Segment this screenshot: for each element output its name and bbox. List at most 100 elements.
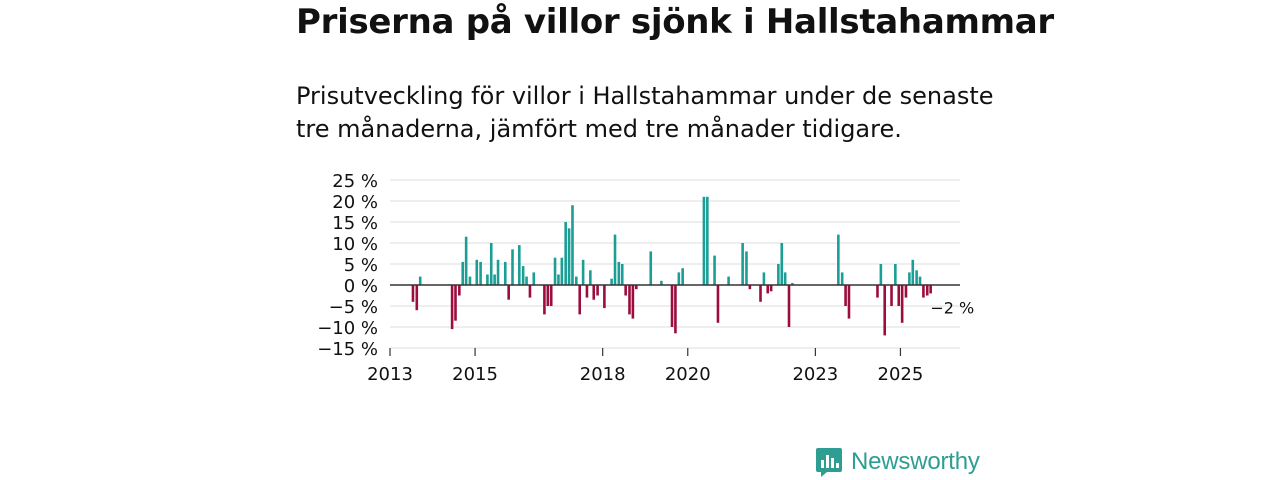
bar	[890, 285, 893, 306]
bar	[783, 272, 787, 285]
bar	[879, 264, 883, 285]
bar	[915, 270, 918, 285]
bar	[596, 285, 599, 296]
bar	[532, 272, 536, 285]
y-tick-label: −5 %	[329, 297, 378, 318]
bar	[759, 285, 762, 302]
bar	[748, 285, 752, 290]
y-tick-label: −15 %	[317, 339, 378, 360]
chart-title: Priserna på villor sjönk i Hallstahammar	[296, 2, 1054, 42]
bar	[557, 274, 560, 285]
bar	[521, 266, 525, 285]
bar	[571, 205, 574, 285]
bar	[677, 272, 681, 285]
bar	[415, 285, 419, 311]
x-tick-label: 2018	[580, 364, 626, 385]
bar	[553, 257, 557, 285]
bar	[560, 257, 564, 285]
bar-series	[411, 196, 932, 336]
bar	[918, 276, 922, 285]
y-tick-label: 10 %	[332, 234, 378, 255]
bar	[745, 251, 748, 285]
bar	[716, 285, 720, 323]
bar	[543, 285, 546, 315]
gridlines	[390, 179, 960, 349]
bar	[592, 285, 596, 300]
y-axis: 25 %20 %15 %10 %5 %0 %−5 %−10 %−15 %	[317, 171, 378, 360]
bar	[461, 261, 465, 285]
bar-chart: 25 %20 %15 %10 %5 %0 %−5 %−10 %−15 % 201…	[317, 171, 974, 385]
bar	[837, 234, 840, 285]
bar	[897, 285, 901, 306]
bar	[713, 255, 716, 285]
bar	[493, 274, 496, 285]
bar	[549, 285, 553, 306]
bar	[762, 272, 766, 285]
newsworthy-logo[interactable]: Newsworthy	[815, 446, 980, 478]
bar	[670, 285, 674, 327]
y-tick-label: 25 %	[332, 171, 378, 192]
bar	[634, 285, 638, 290]
bar	[464, 236, 468, 285]
bar	[876, 285, 879, 298]
bar	[674, 285, 677, 334]
bar	[489, 243, 493, 285]
x-tick-label: 2023	[792, 364, 838, 385]
bar	[894, 264, 897, 285]
bar	[468, 276, 472, 285]
bar	[904, 285, 908, 298]
y-tick-label: −10 %	[317, 318, 378, 339]
bar	[787, 285, 791, 327]
bar	[883, 285, 887, 336]
y-tick-label: 20 %	[332, 192, 378, 213]
bar	[507, 285, 510, 300]
bar	[911, 259, 915, 285]
bar	[925, 285, 929, 296]
bar	[628, 285, 631, 315]
bar	[581, 259, 585, 285]
bar	[741, 243, 744, 285]
x-tick-label: 2015	[452, 364, 498, 385]
bar	[458, 285, 461, 296]
bar	[525, 276, 528, 285]
bar	[450, 285, 454, 330]
bar	[578, 285, 582, 315]
bar	[681, 268, 684, 285]
bar	[617, 261, 621, 285]
bar	[900, 285, 904, 323]
bar	[518, 245, 521, 285]
brand-name: Newsworthy	[851, 448, 980, 475]
bar	[411, 285, 415, 302]
bar	[840, 272, 844, 285]
bar	[603, 285, 606, 309]
bar	[589, 270, 592, 285]
x-axis: 2013 2015 2018 2020 2023 2025	[367, 348, 923, 385]
bar-chart-logo-icon	[816, 448, 842, 477]
bar	[564, 222, 567, 285]
bar	[649, 251, 653, 285]
bar	[922, 285, 925, 298]
bar	[769, 285, 773, 292]
bar	[660, 280, 663, 285]
bar	[575, 276, 578, 285]
bar	[475, 259, 479, 285]
bar	[546, 285, 550, 306]
y-tick-label: 15 %	[332, 213, 378, 234]
bar	[479, 261, 482, 285]
bar	[418, 276, 422, 285]
bar	[766, 285, 770, 294]
bar	[610, 278, 613, 285]
bar	[791, 282, 794, 285]
y-tick-label: 0 %	[344, 276, 378, 297]
bar	[631, 285, 635, 319]
bar	[528, 285, 532, 298]
bar	[777, 264, 780, 285]
bar	[454, 285, 457, 321]
bar	[706, 196, 709, 285]
bar	[727, 276, 730, 285]
bar	[613, 234, 617, 285]
bar	[780, 243, 784, 285]
y-tick-label: 5 %	[344, 255, 378, 276]
bar	[620, 264, 624, 285]
bar	[702, 196, 706, 285]
